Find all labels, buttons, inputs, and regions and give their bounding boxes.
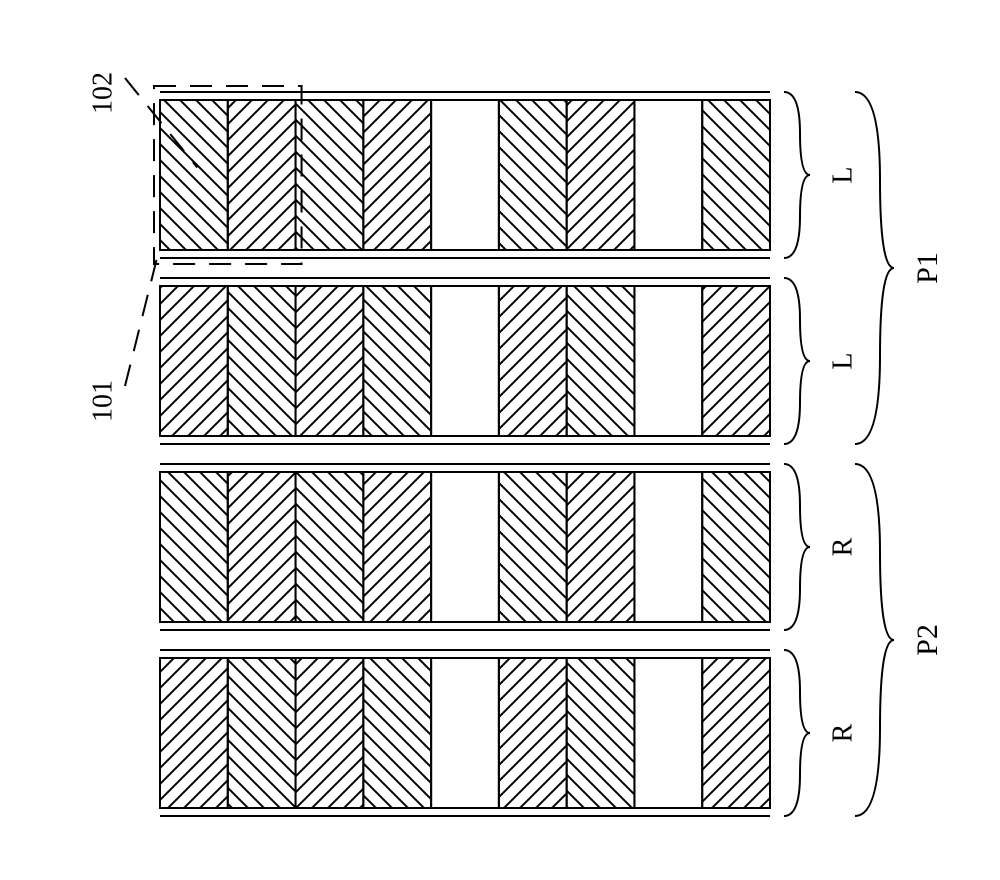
group-label: P1 [911,252,944,284]
group-brace [855,464,894,816]
grid-cell [296,286,364,436]
grid-cell [567,286,635,436]
grid-cell [634,658,702,808]
callout-leader [125,254,158,386]
callout-label: 102 [87,72,118,114]
grid-cell [363,472,431,622]
grid-cell [160,472,228,622]
grid-cell [296,100,364,250]
grid-cell [431,100,499,250]
diagram-svg: L L R R P1 P2 102 101 [0,0,1000,880]
grid-cell [702,472,770,622]
grid-cell [499,472,567,622]
row-label: L [827,166,858,183]
row-label: R [827,723,858,742]
grid-cell [363,100,431,250]
grid-cell [567,100,635,250]
grid-cell [702,658,770,808]
grid-cell [160,658,228,808]
row-brace [784,464,810,630]
grid-cell [567,658,635,808]
group-label: P2 [911,624,944,656]
grid-cell [160,286,228,436]
row-brace [784,278,810,444]
grid-cell [296,658,364,808]
grid-cell [228,658,296,808]
grid-cell [702,286,770,436]
grid-cell [160,100,228,250]
grid-cell [363,286,431,436]
grid-cell [702,100,770,250]
grid-cell [634,286,702,436]
row-brace [784,92,810,258]
group-brace [855,92,894,444]
grid-cell [499,658,567,808]
grid-cell [296,472,364,622]
grid-cell [431,286,499,436]
grid-cell [634,100,702,250]
grid-cell [567,472,635,622]
grid-cell [431,472,499,622]
grid-cell [228,100,296,250]
grid-cell [228,472,296,622]
grid-cell [228,286,296,436]
callout-label: 101 [87,380,118,422]
grid-cell [634,472,702,622]
grid-cell [499,100,567,250]
row-label: R [827,537,858,556]
row-label: L [827,352,858,369]
row-brace [784,650,810,816]
grid-cell [363,658,431,808]
grid-cell [431,658,499,808]
grid-cell [499,286,567,436]
